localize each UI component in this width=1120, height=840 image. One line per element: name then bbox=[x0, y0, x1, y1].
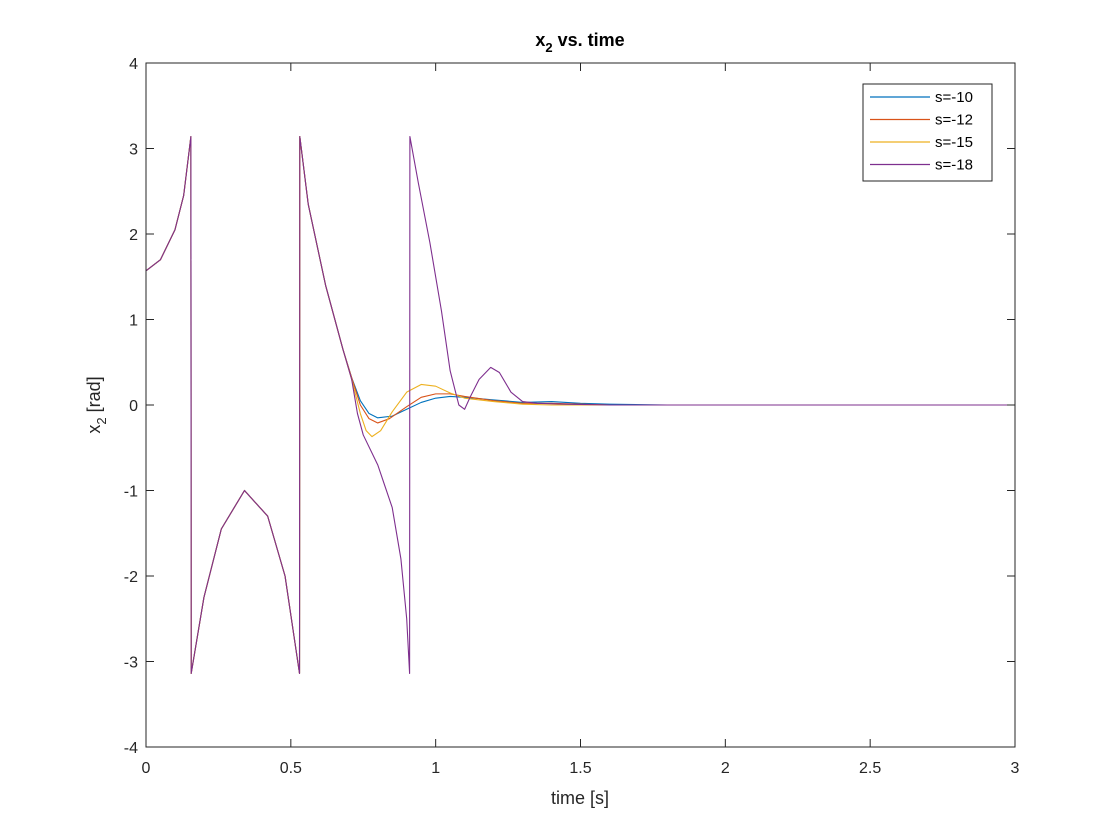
y-tick-label: -4 bbox=[124, 740, 138, 757]
legend: s=-10 s=-12 s=-15 s=-18 bbox=[862, 83, 993, 182]
series-group bbox=[145, 135, 1015, 675]
chart-title-suffix: vs. time bbox=[553, 30, 625, 50]
y-tick-label: 3 bbox=[129, 142, 138, 159]
y-tick-label: -2 bbox=[124, 569, 138, 586]
y-axis-label-subscript: 2 bbox=[94, 417, 109, 424]
chart-title-main: x bbox=[535, 30, 545, 50]
y-ticks: -4 -3 -2 -1 0 1 2 3 4 bbox=[124, 56, 1015, 757]
legend-label-4: s=-18 bbox=[935, 157, 973, 174]
x-tick-label: 1 bbox=[431, 760, 440, 777]
y-tick-label: 1 bbox=[129, 313, 138, 330]
y-axis-label: x2 [rad] bbox=[84, 376, 109, 433]
x-tick-label: 0 bbox=[142, 760, 151, 777]
chart-title-subscript: 2 bbox=[545, 40, 552, 55]
x-ticks: 0 0.5 1 1.5 2 2.5 3 bbox=[142, 63, 1020, 777]
y-tick-label: 2 bbox=[129, 227, 138, 244]
legend-items: s=-10 s=-12 s=-15 s=-18 bbox=[870, 89, 973, 174]
x-tick-label: 3 bbox=[1011, 760, 1020, 777]
chart-title: x2 vs. time bbox=[535, 30, 624, 55]
x-tick-label: 2.5 bbox=[859, 760, 881, 777]
x-axis-label: time [s] bbox=[551, 788, 609, 808]
y-tick-label: 4 bbox=[129, 56, 138, 73]
legend-label-1: s=-10 bbox=[935, 89, 973, 106]
x-tick-label: 1.5 bbox=[569, 760, 591, 777]
y-tick-label: 0 bbox=[129, 398, 138, 415]
y-tick-label: -1 bbox=[124, 484, 138, 501]
series-line-4 bbox=[145, 135, 1015, 675]
legend-label-2: s=-12 bbox=[935, 112, 973, 129]
x-tick-label: 0.5 bbox=[280, 760, 302, 777]
legend-label-3: s=-15 bbox=[935, 134, 973, 151]
y-tick-label: -3 bbox=[124, 655, 138, 672]
y-axis-label-main: x bbox=[84, 425, 104, 434]
x-tick-label: 2 bbox=[721, 760, 730, 777]
y-axis-label-suffix: [rad] bbox=[84, 376, 104, 417]
